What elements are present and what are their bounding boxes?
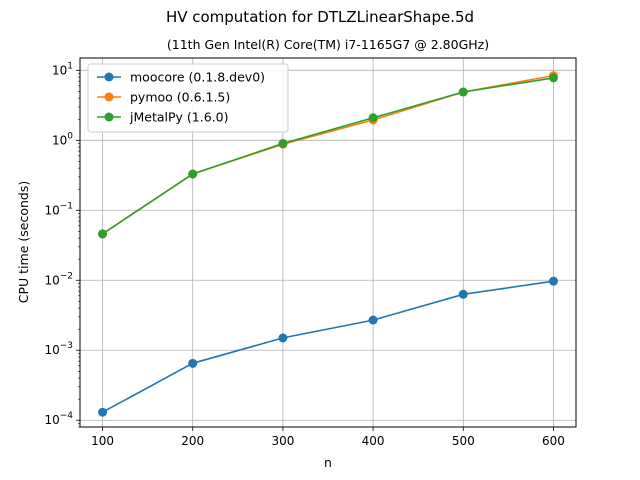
x-tick-label: 500 (452, 434, 475, 448)
y-tick-label: 10−4 (44, 411, 73, 427)
legend: moocore (0.1.8.dev0) pymoo (0.6.1.5) jMeta… (87, 63, 289, 133)
legend-swatch-marker (104, 92, 114, 102)
legend-box (87, 63, 289, 133)
data-point (368, 113, 378, 123)
legend-label: pymoo (0.6.1.5) (130, 90, 230, 105)
y-tick-label: 100 (52, 131, 73, 147)
data-point (278, 333, 288, 343)
legend-label: jMetalPy (1.6.0) (129, 110, 228, 125)
y-axis: 10−4 10−3 10−2 10−1 100 101 (44, 61, 80, 428)
data-point (548, 276, 558, 286)
x-tick-label: 400 (362, 434, 385, 448)
x-tick-label: 300 (271, 434, 294, 448)
chart-subtitle: (11th Gen Intel(R) Core(TM) i7-1165G7 @ … (167, 37, 489, 52)
legend-label: moocore (0.1.8.dev0) (130, 70, 265, 85)
y-tick-label: 10−2 (44, 271, 73, 287)
data-point (188, 169, 198, 179)
data-point (98, 407, 108, 417)
series-line (102, 280, 554, 413)
data-point (188, 358, 198, 368)
data-point (458, 87, 468, 97)
legend-swatch-marker (104, 112, 114, 122)
x-axis-label: n (324, 455, 332, 470)
series-layer (98, 71, 558, 417)
y-tick-label: 10−3 (44, 341, 73, 357)
data-point (98, 229, 108, 239)
chart-title: HV computation for DTLZLinearShape.5d (166, 8, 474, 26)
x-tick-label: 100 (91, 434, 114, 448)
x-tick-label: 600 (542, 434, 565, 448)
series-line (102, 77, 554, 235)
legend-swatch-marker (104, 72, 114, 82)
y-tick-label: 101 (52, 61, 73, 77)
plot-frame (79, 57, 577, 428)
y-axis-label: CPU time (seconds) (16, 181, 31, 303)
data-point (368, 315, 378, 325)
data-point (278, 139, 288, 149)
x-axis: 100 200 300 400 500 600 (91, 427, 565, 448)
data-point (458, 289, 468, 299)
x-tick-label: 200 (181, 434, 204, 448)
y-tick-label: 10−1 (44, 201, 73, 217)
data-point (548, 73, 558, 83)
